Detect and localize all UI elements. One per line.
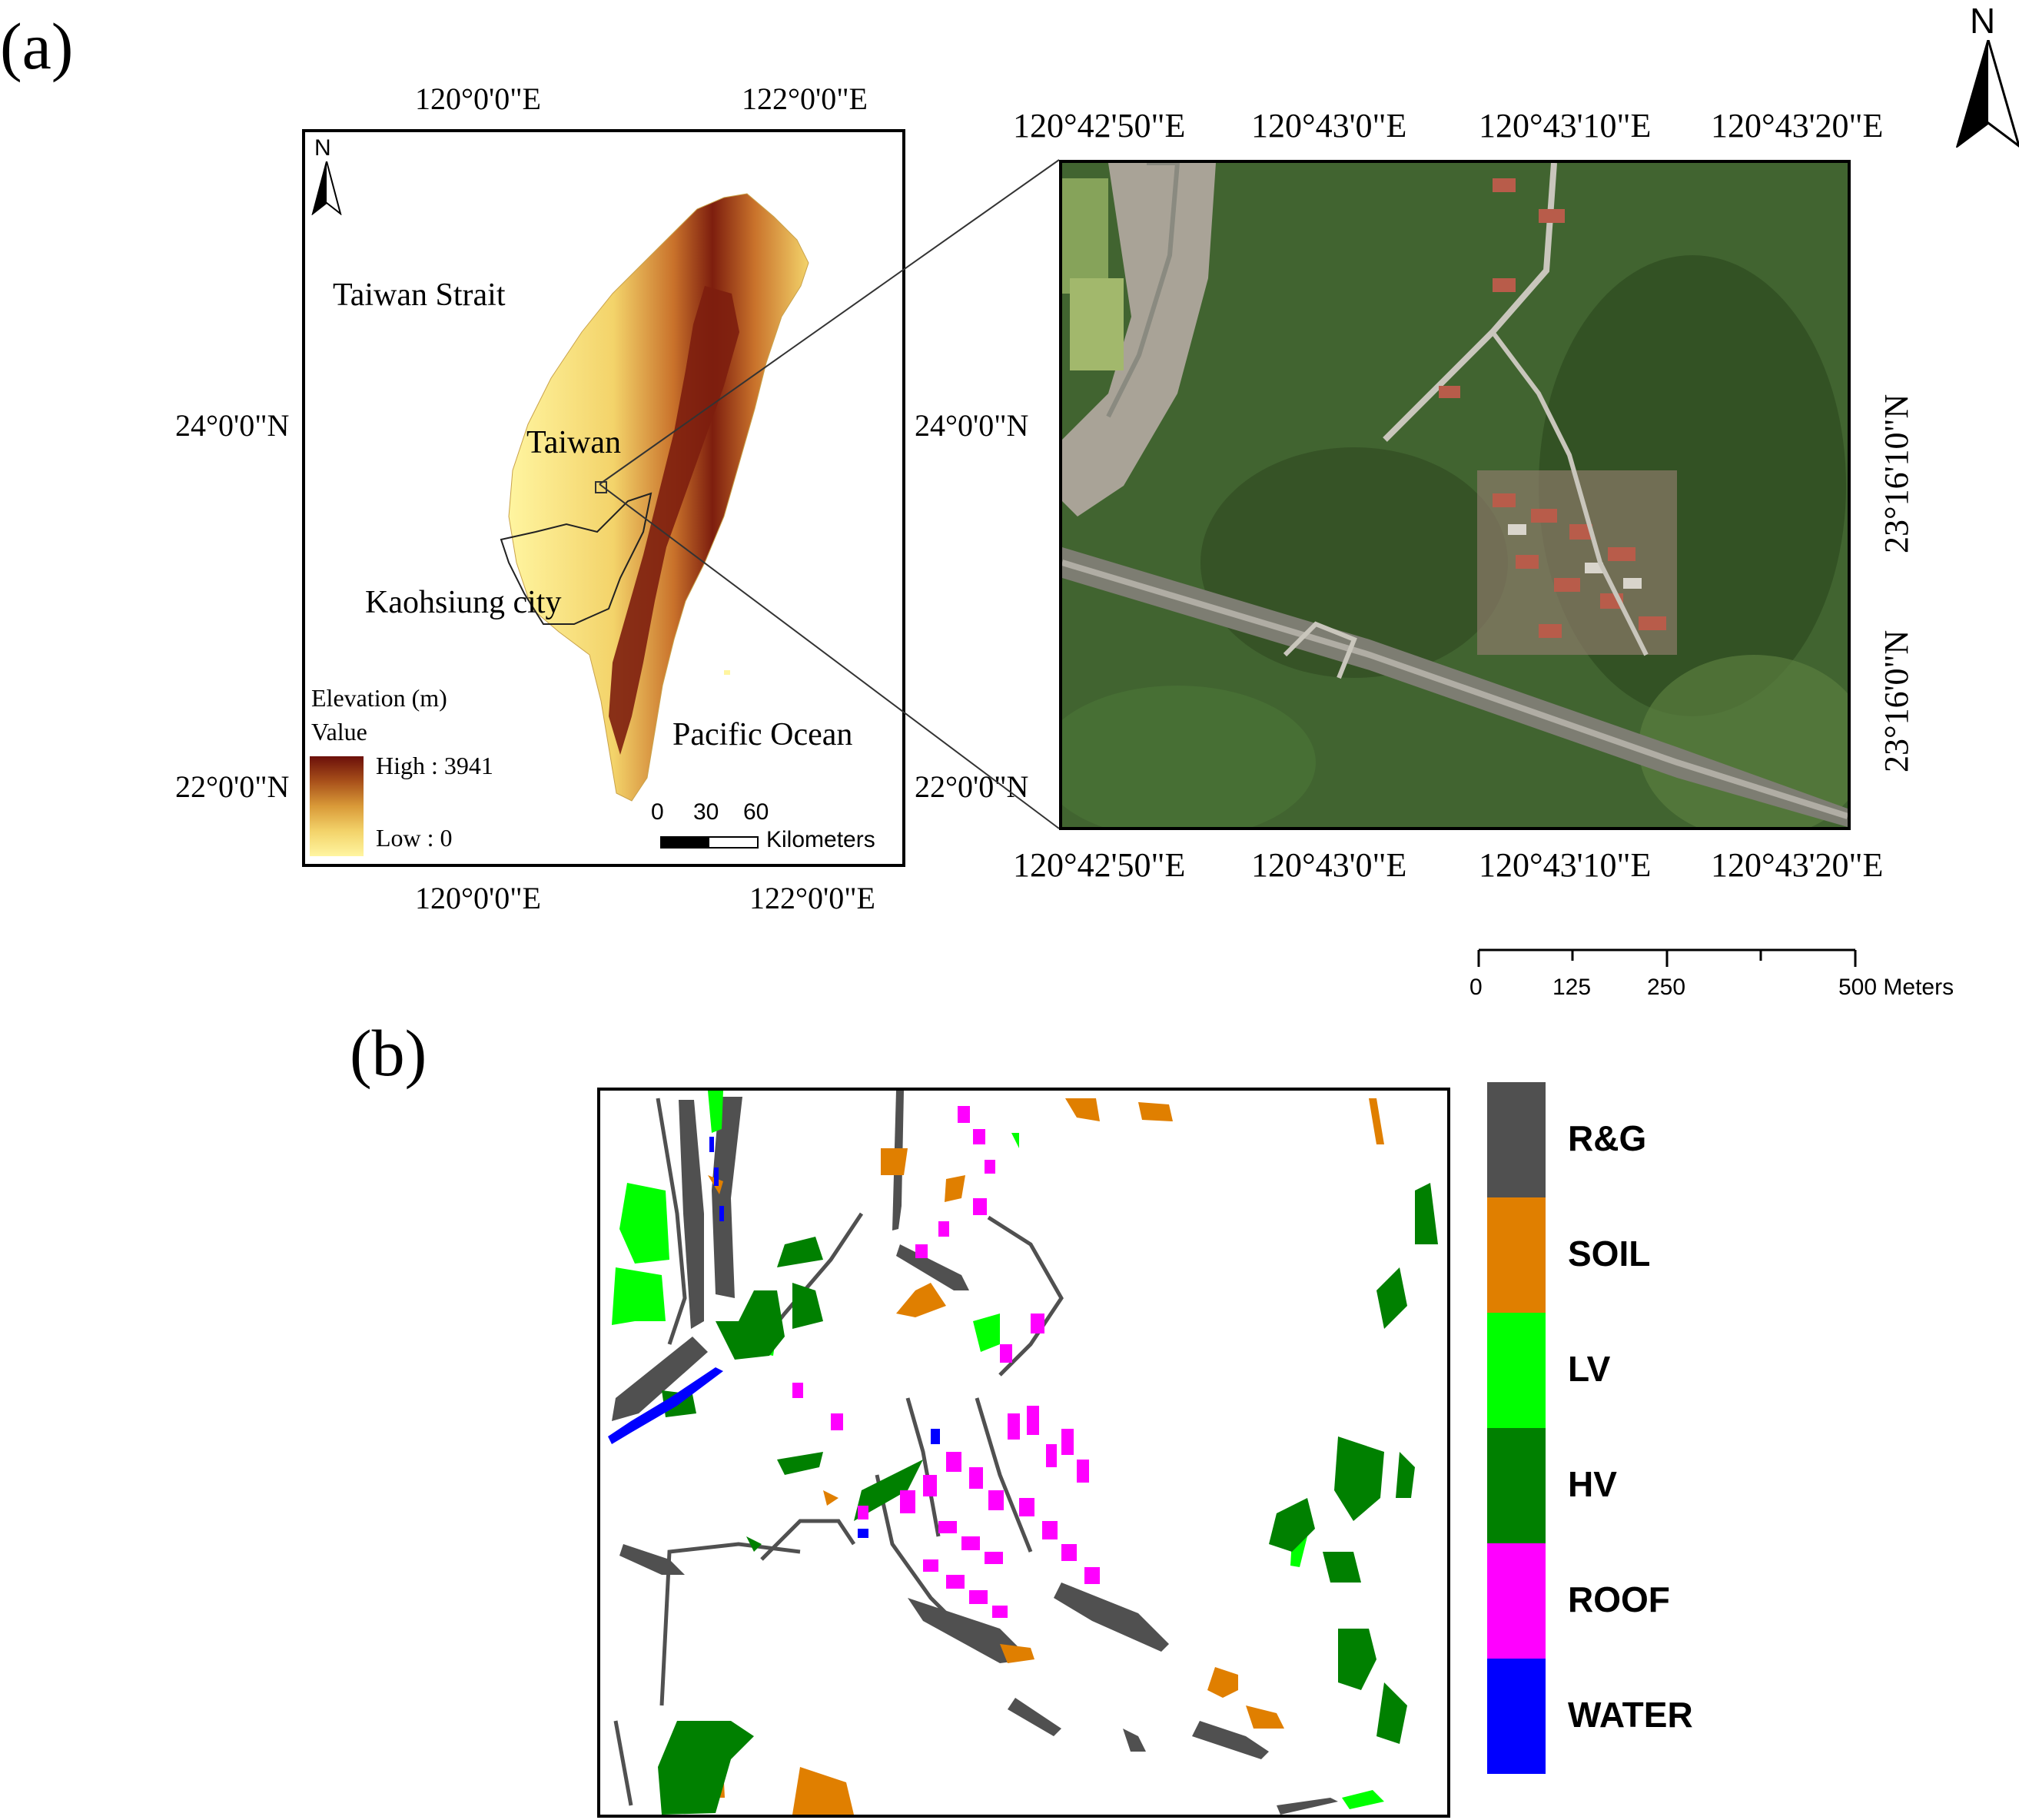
label-pacific-ocean: Pacific Ocean <box>672 717 853 752</box>
inset-top-lon-2: 122°0'0"E <box>742 81 868 116</box>
aerial-bottom-lon-2: 120°43'0"E <box>1251 846 1407 884</box>
inset-north-label: N <box>314 135 331 161</box>
elevation-high-label: High : 3941 <box>376 752 493 779</box>
legend-item-lv: LV <box>1487 1313 1810 1428</box>
aerial-bottom-lon-1: 120°42'50"E <box>1013 846 1186 884</box>
legend-swatch-lv <box>1487 1313 1546 1428</box>
inset-left-lat-1: 24°0'0"N <box>175 408 290 443</box>
legend-item-roof: ROOF <box>1487 1543 1810 1659</box>
central-mountain-range <box>609 286 739 755</box>
km-scale-unit: Kilometers <box>766 827 875 852</box>
study-area-marker <box>595 481 607 493</box>
legend-item-hv: HV <box>1487 1428 1810 1543</box>
aerial-right-lat-2: 23°16'0"N <box>1878 629 1915 772</box>
legend-swatch-soil <box>1487 1197 1546 1313</box>
class-roof-patches <box>792 1106 1100 1618</box>
meter-scale-tick-250: 250 <box>1647 975 1686 1000</box>
aerial-photo <box>1062 163 1848 827</box>
kaohsiung-boundary <box>500 492 653 625</box>
km-scale-tick-60: 60 <box>743 799 769 825</box>
elevation-legend-title: Elevation (m) <box>311 684 447 712</box>
north-arrow-icon <box>1956 40 2019 148</box>
legend-label-lv: LV <box>1568 1349 1611 1389</box>
legend-item-water: WATER <box>1487 1659 1810 1774</box>
inset-left-lat-2: 22°0'0"N <box>175 769 290 804</box>
riverbed <box>1062 163 1216 516</box>
legend-swatch-roof <box>1487 1543 1546 1659</box>
aerial-right-lat-1: 23°16'10"N <box>1878 394 1915 553</box>
class-rg-patches <box>612 1091 1338 1815</box>
zoom-connector-lines <box>599 159 1060 829</box>
class-legend: R&G SOIL LV HV ROOF WATER <box>1487 1082 1810 1782</box>
green-island <box>724 670 730 675</box>
panel-b-label: (b) <box>350 1016 427 1090</box>
legend-label-soil: SOIL <box>1568 1234 1651 1274</box>
inset-bottom-lon-1: 120°0'0"E <box>415 881 541 915</box>
class-rg-roads <box>613 1098 1064 1806</box>
aerial-photo-frame <box>1059 160 1851 830</box>
inset-right-lat-2: 22°0'0"N <box>915 769 1029 804</box>
taiwan-elevation-map <box>500 193 809 802</box>
panel-a-label: (a) <box>0 9 74 83</box>
legend-label-hv: HV <box>1568 1464 1617 1504</box>
meter-scale-bar <box>1477 948 1857 967</box>
km-scale-tick-0: 0 <box>651 799 664 825</box>
inset-north-arrow-icon <box>311 161 342 215</box>
aerial-top-lon-2: 120°43'0"E <box>1251 107 1407 144</box>
legend-item-rg: R&G <box>1487 1082 1810 1197</box>
inset-right-lat-1: 24°0'0"N <box>915 408 1029 443</box>
classification-map <box>608 1091 1438 1815</box>
label-taiwan-strait: Taiwan Strait <box>333 277 506 313</box>
legend-swatch-rg <box>1487 1082 1546 1197</box>
legend-label-rg: R&G <box>1568 1118 1647 1158</box>
class-hv-patches <box>658 1183 1438 1815</box>
legend-item-soil: SOIL <box>1487 1197 1810 1313</box>
label-taiwan: Taiwan <box>526 425 622 460</box>
elevation-low-label: Low : 0 <box>376 824 453 852</box>
aerial-top-lon-1: 120°42'50"E <box>1013 107 1186 144</box>
meter-scale-tick-0: 0 <box>1469 975 1483 1000</box>
classification-map-frame <box>597 1088 1450 1818</box>
elevation-color-ramp <box>310 756 364 856</box>
legend-label-water: WATER <box>1568 1695 1693 1735</box>
legend-swatch-hv <box>1487 1428 1546 1543</box>
class-lv-patches <box>612 1091 1384 1809</box>
aerial-top-lon-3: 120°43'10"E <box>1479 107 1652 144</box>
inset-map-frame: N Taiwan Strait Taiwan Kaohsiung city Pa… <box>302 129 905 867</box>
legend-swatch-water <box>1487 1659 1546 1774</box>
km-scale-tick-30: 30 <box>693 799 719 825</box>
label-kaohsiung-city: Kaohsiung city <box>365 585 562 620</box>
inset-bottom-lon-2: 122°0'0"E <box>749 881 875 915</box>
aerial-top-lon-4: 120°43'20"E <box>1711 107 1884 144</box>
north-label: N <box>1970 1 1996 41</box>
inset-top-lon-1: 120°0'0"E <box>415 81 541 116</box>
meter-scale-tick-125: 125 <box>1552 975 1592 1000</box>
class-water-patches <box>608 1137 940 1538</box>
meter-scale-tick-500: 500 Meters <box>1838 975 1954 1000</box>
elevation-legend-subtitle: Value <box>311 718 367 746</box>
legend-label-roof: ROOF <box>1568 1579 1670 1619</box>
aerial-bottom-lon-3: 120°43'10"E <box>1479 846 1652 884</box>
km-scale-bar <box>660 836 759 849</box>
aerial-bottom-lon-4: 120°43'20"E <box>1711 846 1884 884</box>
